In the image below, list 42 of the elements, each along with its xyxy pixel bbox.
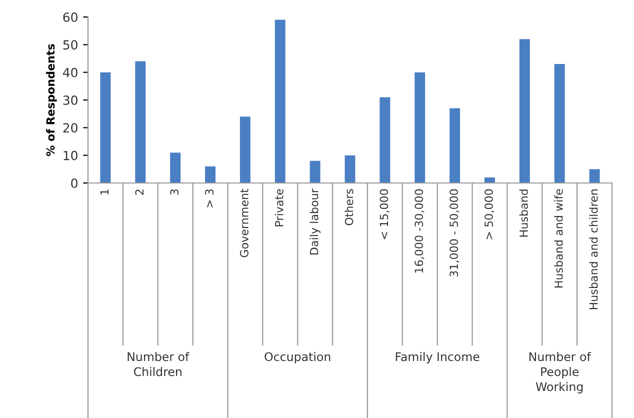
- bar: [519, 39, 530, 183]
- y-tick-label: 60: [63, 12, 78, 22]
- bar: [380, 97, 390, 183]
- x-tick-label: Government: [240, 188, 248, 258]
- x-tick-label: Husband and wife: [554, 189, 563, 288]
- bar: [554, 64, 565, 183]
- x-tick-label: Others: [344, 189, 354, 226]
- text: Occupation: [264, 352, 330, 364]
- x-tick-label: < 15,000: [380, 189, 390, 240]
- x-tick-label: 2: [135, 190, 144, 195]
- y-axis-title: % of Respondents: [46, 44, 57, 156]
- bar: [100, 72, 111, 183]
- y-tick-label: 20: [63, 123, 78, 133]
- x-tick-label: Husband and children: [589, 190, 598, 310]
- bar: [135, 61, 146, 183]
- x-tick-label: 16,000 -30,000: [414, 189, 424, 273]
- bar: [344, 155, 356, 183]
- x-tick-label: 3: [170, 189, 179, 195]
- bar: [414, 72, 426, 183]
- x-tick-label: Daily labour: [310, 188, 320, 254]
- bar: [450, 108, 460, 183]
- y-tick-label: 40: [62, 68, 78, 78]
- bar: [484, 177, 495, 183]
- bar: [310, 160, 320, 183]
- bar: [240, 116, 250, 183]
- y-tick-label: 0: [71, 178, 78, 188]
- x-tick-label: Private: [274, 189, 284, 226]
- bar: [170, 152, 181, 183]
- y-tick-label: 50: [63, 40, 78, 50]
- bar: [274, 20, 286, 183]
- text: Family Income: [396, 352, 480, 364]
- text: Number of Children: [128, 352, 190, 376]
- text: Number of People Working: [529, 352, 592, 394]
- bar: [205, 166, 216, 183]
- x-tick-label: > 3: [205, 189, 214, 208]
- y-tick-label: 10: [64, 150, 78, 160]
- x-tick-label: Husband: [519, 190, 528, 237]
- x-tick-label: 1: [100, 190, 109, 194]
- bar: [589, 169, 600, 183]
- x-tick-label: > 50,000: [484, 189, 494, 240]
- x-tick-label: 31,000 - 50,000: [450, 189, 460, 277]
- y-tick-label: 30: [63, 95, 78, 105]
